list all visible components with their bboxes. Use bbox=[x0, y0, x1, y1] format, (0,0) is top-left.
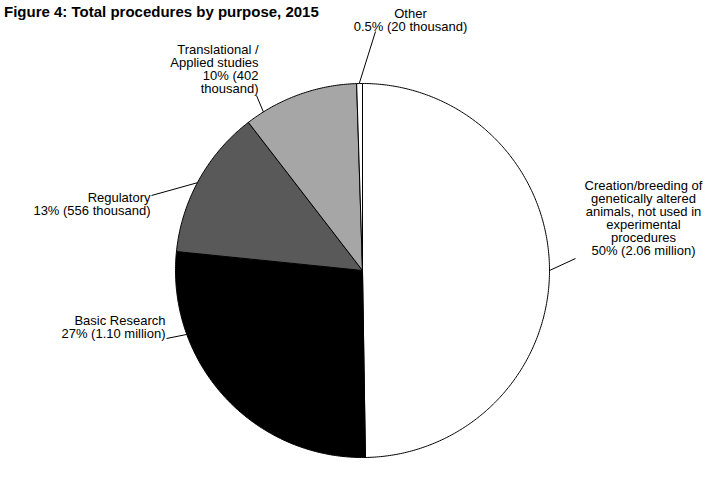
svg-text:Regulatory13% (556 thousand): Regulatory13% (556 thousand) bbox=[33, 190, 151, 218]
svg-text:Translational /Applied studies: Translational /Applied studies10% (402th… bbox=[170, 42, 259, 96]
svg-text:Creation/breeding ofgeneticall: Creation/breeding ofgenetically altereda… bbox=[585, 178, 703, 258]
svg-text:Other0.5% (20 thousand): Other0.5% (20 thousand) bbox=[354, 6, 467, 34]
html-text:Figure 4: Total procedures by: Figure 4: Total procedures by purpose, 2… bbox=[4, 3, 319, 20]
svg-text:Basic Research27% (1.10 millio: Basic Research27% (1.10 million) bbox=[61, 313, 165, 341]
